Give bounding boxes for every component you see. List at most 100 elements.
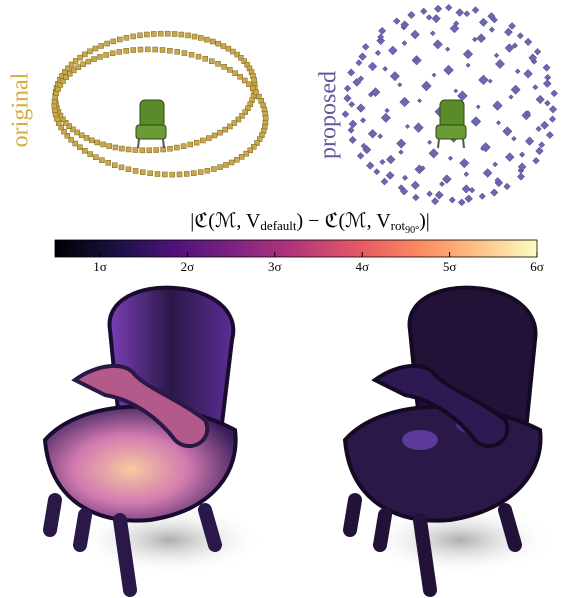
camera xyxy=(444,65,454,75)
camera xyxy=(464,11,470,17)
camera xyxy=(196,54,201,59)
camera xyxy=(87,49,92,54)
chair-thumbnail xyxy=(136,100,166,148)
camera xyxy=(505,153,514,162)
camera xyxy=(479,193,485,199)
camera xyxy=(551,90,558,97)
camera xyxy=(368,62,377,71)
camera xyxy=(131,34,136,39)
camera xyxy=(381,113,390,122)
camera xyxy=(154,148,159,153)
camera xyxy=(445,47,450,52)
camera xyxy=(93,155,98,160)
camera xyxy=(496,121,500,125)
camera xyxy=(162,172,167,177)
camera xyxy=(198,35,203,40)
camera xyxy=(81,62,86,67)
camera xyxy=(158,31,163,36)
camera xyxy=(411,30,420,39)
camera xyxy=(144,32,149,37)
colorbar-tick-label: 4σ xyxy=(355,259,369,274)
camera xyxy=(117,49,122,54)
camera xyxy=(405,124,409,128)
camera xyxy=(344,94,352,102)
camera xyxy=(493,101,503,111)
camera xyxy=(414,123,424,133)
camera xyxy=(460,158,469,167)
camera xyxy=(233,71,238,76)
colorbar-tick-label: 1σ xyxy=(93,259,107,274)
camera xyxy=(226,46,231,51)
camera xyxy=(402,175,407,180)
camera xyxy=(263,116,268,121)
camera xyxy=(82,52,87,57)
camera xyxy=(543,64,550,71)
camera xyxy=(402,41,407,46)
camera xyxy=(519,152,524,157)
camera xyxy=(84,135,89,140)
camera xyxy=(170,172,175,177)
camera xyxy=(418,99,422,103)
colorbar-tick-label: 2σ xyxy=(181,259,195,274)
camera xyxy=(229,160,234,165)
camera xyxy=(360,118,365,123)
camera xyxy=(383,66,388,71)
camera xyxy=(374,169,380,175)
camera xyxy=(239,154,244,159)
camera xyxy=(378,27,385,34)
camera xyxy=(356,60,362,66)
camera xyxy=(462,185,470,193)
camera xyxy=(342,111,349,118)
camera xyxy=(536,147,544,155)
camera xyxy=(198,170,203,175)
camera xyxy=(119,165,124,170)
camera xyxy=(137,33,142,38)
camera xyxy=(357,104,366,113)
camera xyxy=(155,172,160,177)
camera xyxy=(209,59,214,64)
camera xyxy=(517,173,524,180)
camera xyxy=(368,129,377,138)
camera xyxy=(509,95,514,100)
camera xyxy=(140,170,145,175)
formula-part: |ℭ(ℳ, V xyxy=(190,210,261,232)
figure-canvas: original proposed |ℭ(ℳ, Vdefault) − ℭ(ℳ,… xyxy=(0,0,563,598)
camera xyxy=(544,100,550,106)
formula-part: )| xyxy=(419,210,430,232)
colorbar xyxy=(55,240,537,257)
camera xyxy=(140,148,145,153)
camera xyxy=(429,149,439,159)
camera xyxy=(457,91,467,101)
label-proposed: proposed xyxy=(316,71,342,159)
camera xyxy=(216,61,221,66)
camera xyxy=(227,67,232,72)
camera xyxy=(494,53,499,58)
label-original: original xyxy=(8,72,34,147)
chair-heatmap xyxy=(345,288,555,590)
camera xyxy=(182,51,187,56)
camera xyxy=(179,32,184,37)
camera xyxy=(104,52,109,57)
figure: original proposed |ℭ(ℳ, Vdefault) − ℭ(ℳ,… xyxy=(0,0,563,598)
camera xyxy=(434,5,441,12)
camera xyxy=(400,97,410,107)
camera xyxy=(151,31,156,36)
camera xyxy=(227,124,232,129)
camera xyxy=(92,57,97,62)
camera xyxy=(545,74,551,80)
camera xyxy=(515,69,520,74)
camera xyxy=(448,156,452,160)
camera xyxy=(349,101,355,107)
camera xyxy=(175,49,180,54)
camera xyxy=(504,28,512,36)
camera xyxy=(124,48,129,53)
camera xyxy=(223,162,228,167)
camera xyxy=(181,144,186,149)
camera xyxy=(536,95,545,104)
camera xyxy=(408,11,415,18)
camera xyxy=(397,139,406,148)
camera xyxy=(113,145,118,150)
camera xyxy=(133,148,138,153)
camera xyxy=(449,197,455,203)
camera xyxy=(93,46,98,51)
